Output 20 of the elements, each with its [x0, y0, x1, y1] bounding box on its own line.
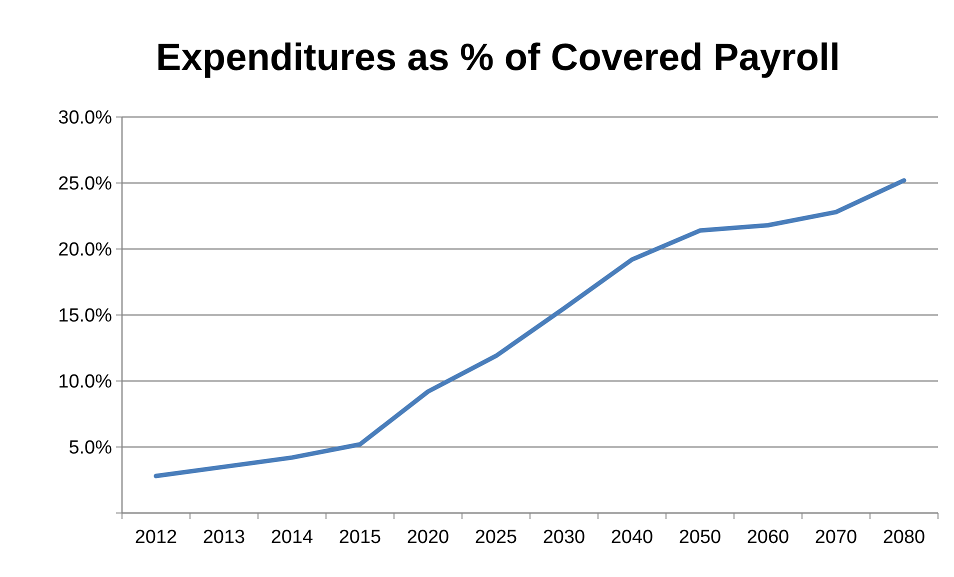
line-series [154, 178, 906, 478]
x-tick-label: 2014 [270, 527, 314, 548]
y-tick-label: 30.0% [58, 108, 112, 129]
x-tick-label: 2025 [474, 527, 518, 548]
x-tick-label: 2070 [814, 527, 858, 548]
x-tick-label: 2015 [338, 527, 382, 548]
x-tick-label: 2080 [882, 527, 926, 548]
x-tick-label: 2020 [406, 527, 450, 548]
y-tick-label: 5.0% [68, 438, 112, 459]
y-tick-label: 10.0% [58, 372, 112, 393]
chart-title: Expenditures as % of Covered Payroll [156, 37, 840, 79]
y-tick-label: 15.0% [58, 306, 112, 327]
x-tick-label: 2060 [746, 527, 790, 548]
x-tick-label: 2013 [202, 527, 246, 548]
x-tick-label: 2040 [610, 527, 654, 548]
x-tick-label: 2012 [134, 527, 178, 548]
x-tick-label: 2050 [678, 527, 722, 548]
x-tick-label: 2030 [542, 527, 586, 548]
y-tick-label: 25.0% [58, 174, 112, 195]
y-tick-label: 20.0% [58, 240, 112, 261]
